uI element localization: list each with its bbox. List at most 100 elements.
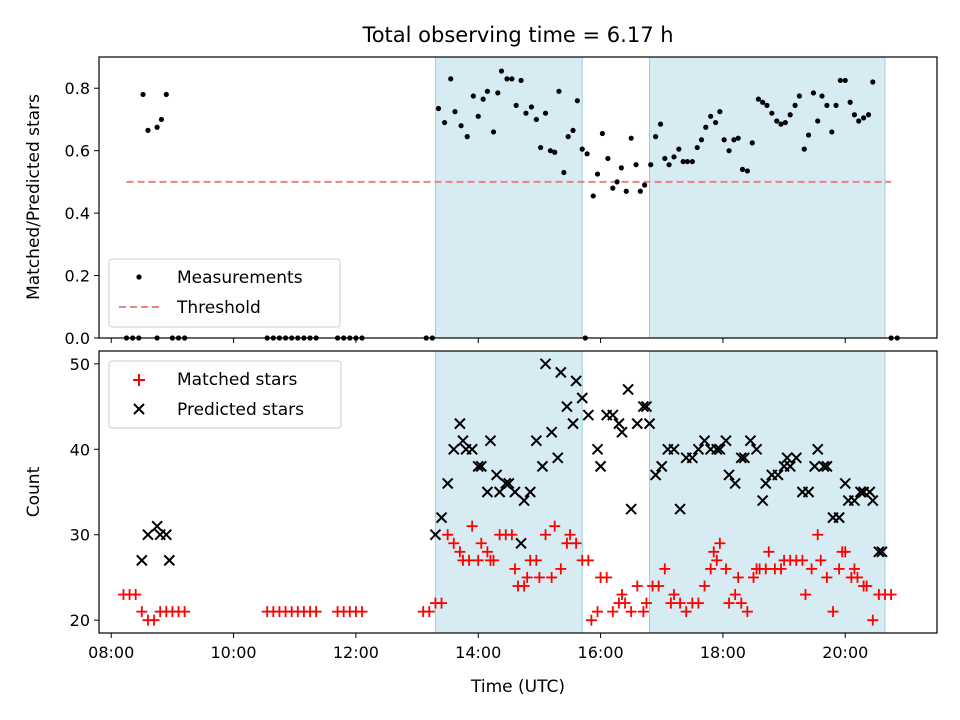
matched-star-point <box>833 563 845 575</box>
matched-star-point <box>848 563 860 575</box>
matched-star-point <box>839 546 851 558</box>
measurement-point <box>145 127 151 133</box>
predicted-star-point <box>625 503 637 515</box>
measurement-point <box>689 158 695 165</box>
matched-star-point <box>607 606 619 618</box>
measurement-point <box>739 166 746 172</box>
legend-label-measurements: Measurements <box>177 268 303 288</box>
predicted-star-point <box>454 417 466 430</box>
predicted-star-point <box>503 477 515 490</box>
matched-star-point <box>732 571 744 583</box>
x-tick-label: 18:00 <box>700 643 746 662</box>
measurement-point <box>518 77 524 84</box>
predicted-star-point <box>656 460 668 473</box>
predicted-star-point <box>472 460 484 473</box>
predicted-star-point <box>637 400 650 413</box>
matched-star-point <box>692 597 704 609</box>
matched-star-point <box>668 589 680 601</box>
matched-star-point <box>625 606 637 618</box>
matched-star-point <box>592 606 604 618</box>
measurement-point <box>760 99 766 105</box>
measurement-point <box>470 93 476 99</box>
matched-star-point <box>454 546 466 558</box>
measurement-point <box>684 158 691 165</box>
measurement-point <box>764 102 770 108</box>
measurement-point <box>552 149 558 155</box>
ratio-axes-frame <box>98 56 938 339</box>
predicted-star-point <box>833 511 845 524</box>
count-axes-frame <box>98 350 938 634</box>
matched-star-point <box>711 554 723 566</box>
predicted-star-point <box>674 503 686 515</box>
measurement-point <box>480 96 486 102</box>
measurement-point <box>712 119 719 126</box>
shaded-interval <box>649 56 886 339</box>
measurement-point <box>637 188 643 194</box>
predicted-star-point <box>570 375 582 387</box>
x-tick-label: 12:00 <box>333 643 379 662</box>
measurement-point <box>662 155 668 162</box>
shaded-interval <box>649 350 886 634</box>
predicted-star-point <box>772 469 784 481</box>
measurement-point <box>633 162 639 168</box>
legend-marker-matched-stars <box>133 374 145 386</box>
predicted-star-point <box>698 435 711 447</box>
measurement-point <box>703 124 709 130</box>
predicted-star-point <box>466 443 478 455</box>
shaded-interval <box>434 350 583 634</box>
measurement-point <box>801 146 807 152</box>
measurement-point <box>528 104 535 110</box>
matched-star-point <box>506 529 518 541</box>
matched-star-point <box>867 614 879 626</box>
measurement-point <box>490 129 497 135</box>
matched-star-point <box>631 580 643 592</box>
matched-star-point <box>540 529 552 541</box>
matched-star-point <box>570 537 582 549</box>
y-tick-label: 40 <box>70 440 90 459</box>
measurement-point <box>614 179 620 185</box>
matched-star-point <box>549 520 561 532</box>
y-tick-label: 0.4 <box>65 204 90 223</box>
predicted-star-point <box>594 460 607 473</box>
predicted-star-point <box>475 460 488 473</box>
predicted-star-point <box>481 486 494 498</box>
measurement-point <box>755 96 761 102</box>
matched-star-point <box>723 597 735 609</box>
matched-star-point <box>136 606 148 618</box>
matched-star-point <box>705 563 717 575</box>
predicted-star-point <box>518 494 530 507</box>
predicted-star-point <box>756 494 769 507</box>
predicted-star-point <box>729 477 741 490</box>
y-tick-label: 0.8 <box>65 79 90 98</box>
predicted-star-point <box>649 469 662 481</box>
matched-star-point <box>861 580 873 592</box>
matched-star-point <box>481 546 493 558</box>
measurement-point <box>642 182 648 188</box>
y-tick-label: 50 <box>70 355 90 374</box>
measurement-point <box>676 146 682 152</box>
measurement-point <box>796 93 802 99</box>
predicted-star-point <box>711 443 723 455</box>
matched-star-point <box>851 571 863 583</box>
predicted-star-point <box>484 435 497 447</box>
measurement-point <box>717 109 723 115</box>
measurement-point <box>158 116 164 123</box>
measurement-point <box>787 112 793 118</box>
predicted-star-point <box>744 435 757 447</box>
measurement-point <box>475 113 481 119</box>
predicted-star-point <box>613 417 625 430</box>
shaded-interval <box>434 56 583 339</box>
predicted-star-point <box>555 366 567 379</box>
matched-star-point <box>521 571 533 583</box>
ratio-panel: 0.00.20.40.60.8 Matched/Predicted stars … <box>24 56 938 348</box>
predicted-star-point <box>163 554 176 567</box>
matched-star-point <box>885 589 897 601</box>
count-points <box>117 358 897 626</box>
matched-star-point <box>637 606 649 618</box>
matched-star-point <box>423 606 435 618</box>
measurement-point <box>856 118 862 124</box>
predicted-star-point <box>490 469 503 481</box>
measurement-point <box>698 137 705 143</box>
predicted-star-point <box>536 460 549 473</box>
